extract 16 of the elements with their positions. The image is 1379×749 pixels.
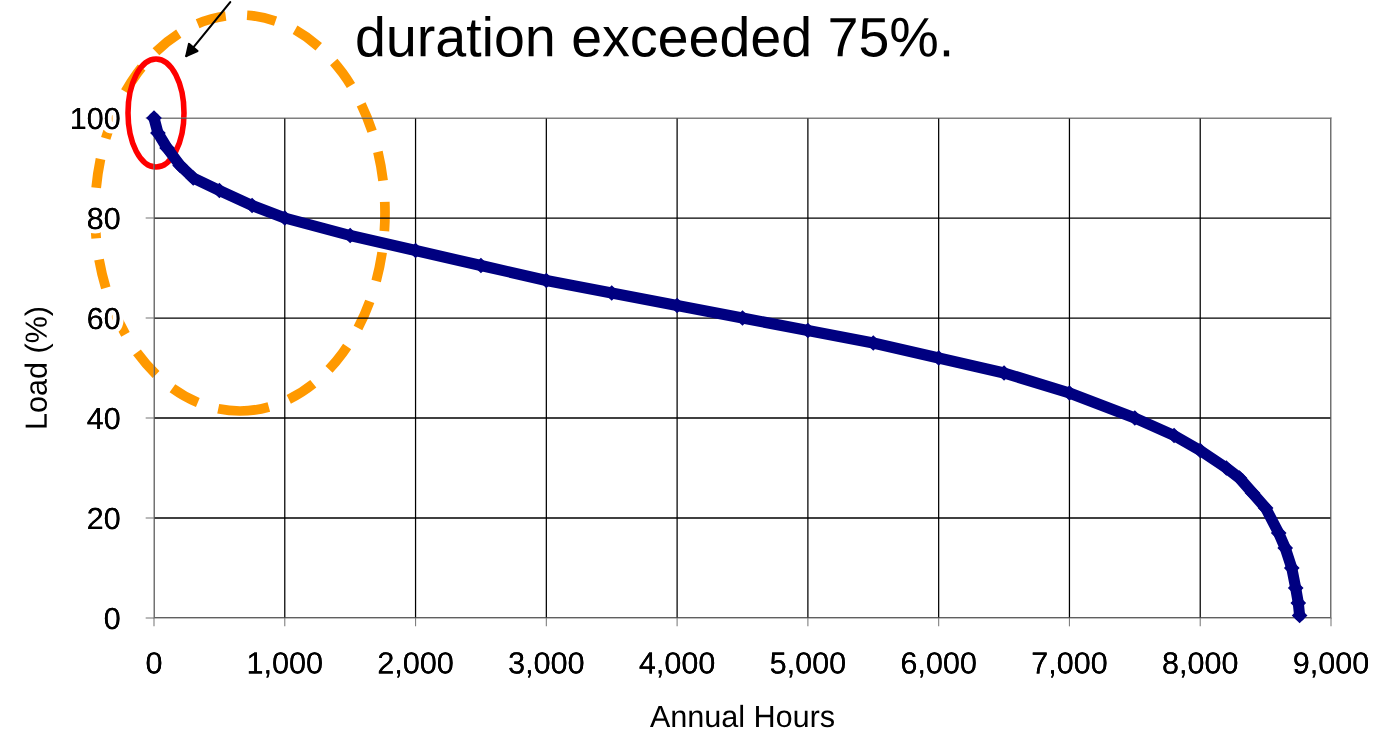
- text: duration exceeded 75%.: [357, 16, 950, 57]
- x-tick-label: 3,000: [509, 652, 584, 678]
- x-tick-label: 0: [146, 652, 162, 674]
- x-tick-label: 9,000: [1294, 652, 1369, 678]
- y-tick-label: 0: [104, 607, 120, 630]
- y-axis-title: Load (%): [24, 307, 54, 428]
- x-axis-title: Annual Hours: [650, 704, 834, 728]
- x-tick-label: 8,000: [1163, 652, 1238, 678]
- y-tick-label: 40: [87, 407, 120, 430]
- x-tick-label: 2,000: [378, 652, 453, 678]
- y-tick-label: 20: [88, 507, 120, 530]
- x-tick-label: 4,000: [639, 652, 715, 678]
- x-tick-label: 1,000: [248, 652, 322, 678]
- x-tick-label: 7,000: [1032, 652, 1107, 678]
- x-tick-label: 6,000: [901, 652, 976, 678]
- x-tick-label: 5,000: [770, 652, 845, 678]
